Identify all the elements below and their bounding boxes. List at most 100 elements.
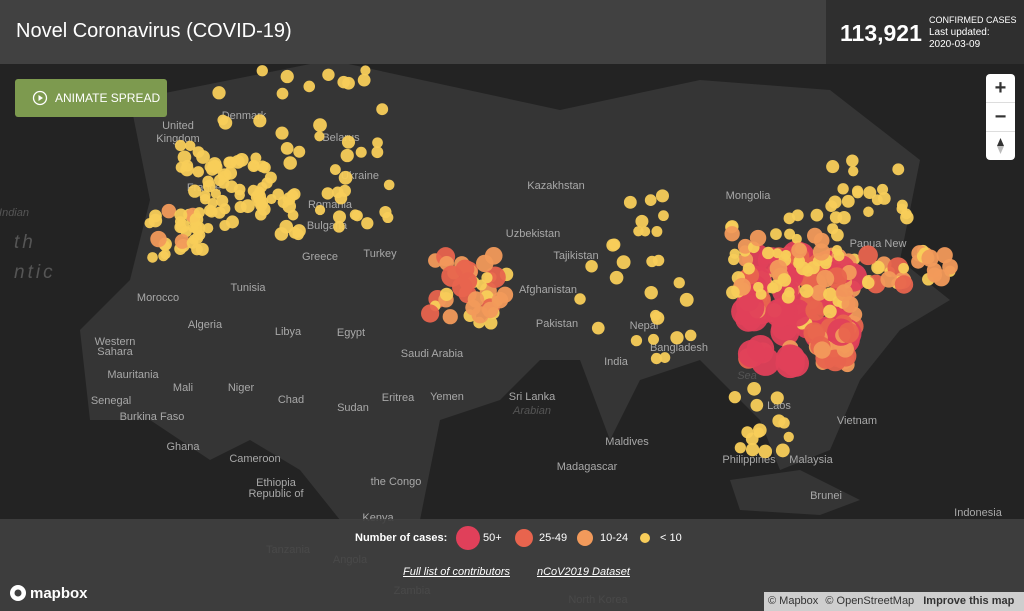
legend-title: Number of cases: bbox=[355, 532, 448, 544]
title: Novel Coronavirus (COVID-19) bbox=[16, 20, 292, 42]
compass[interactable] bbox=[986, 132, 1015, 160]
case-dot bbox=[644, 194, 657, 206]
case-dot bbox=[189, 212, 204, 227]
case-dot bbox=[303, 80, 316, 93]
case-dot bbox=[144, 217, 155, 229]
case-dot bbox=[898, 262, 909, 274]
case-dot bbox=[650, 311, 665, 325]
case-dot bbox=[355, 146, 367, 158]
case-dot bbox=[272, 188, 284, 201]
map-label: Western bbox=[95, 336, 136, 348]
case-dot bbox=[158, 250, 169, 262]
case-dot bbox=[349, 209, 361, 221]
case-dot bbox=[225, 215, 239, 229]
link[interactable]: Full list of contributors bbox=[403, 566, 510, 578]
count-panel: 113,921 CONFIRMED CASES Last updated: 20… bbox=[826, 0, 1024, 64]
case-dot bbox=[758, 444, 773, 459]
case-dot bbox=[880, 271, 898, 288]
case-dot bbox=[877, 192, 891, 205]
case-dot bbox=[892, 163, 905, 176]
map-label: Indonesia bbox=[954, 507, 1003, 519]
case-dot bbox=[852, 187, 864, 199]
map-label: Mongolia bbox=[726, 190, 772, 202]
zoom-in[interactable]: + bbox=[986, 74, 1015, 103]
case-dot bbox=[253, 114, 267, 128]
case-dot bbox=[223, 166, 238, 180]
animate-button[interactable]: ANIMATE SPREAD bbox=[15, 79, 167, 117]
case-dot bbox=[820, 257, 832, 270]
case-dot bbox=[174, 234, 190, 249]
case-dot bbox=[256, 65, 268, 77]
case-dot bbox=[863, 186, 877, 200]
button-label: ANIMATE SPREAD bbox=[55, 91, 161, 105]
case-dot bbox=[206, 163, 219, 176]
case-dot bbox=[212, 86, 226, 100]
case-dot bbox=[213, 174, 226, 186]
case-dot bbox=[313, 118, 327, 132]
case-dot bbox=[421, 304, 440, 323]
case-dot bbox=[274, 227, 289, 241]
legend-dot bbox=[456, 526, 480, 550]
zoom-out[interactable]: − bbox=[986, 103, 1015, 132]
case-dot bbox=[372, 137, 383, 149]
updated: 2020-03-09 bbox=[929, 39, 981, 50]
case-dot bbox=[770, 391, 784, 405]
case-dot bbox=[635, 214, 649, 228]
case-dot bbox=[737, 339, 766, 368]
map-label: India bbox=[604, 356, 629, 368]
case-dot bbox=[223, 156, 236, 169]
case-dot bbox=[361, 217, 374, 230]
case-dot bbox=[288, 226, 301, 239]
logo-text: mapbox bbox=[30, 585, 88, 602]
case-dot bbox=[734, 442, 746, 454]
case-dot bbox=[741, 426, 754, 439]
map-label: Burkina Faso bbox=[120, 411, 185, 423]
case-dot bbox=[256, 160, 269, 173]
case-dot bbox=[823, 287, 837, 302]
case-dot bbox=[332, 210, 347, 224]
case-dot bbox=[196, 150, 210, 164]
case-dot bbox=[652, 254, 665, 267]
improve-link[interactable]: Improve this map bbox=[923, 595, 1015, 607]
case-dot bbox=[184, 140, 196, 152]
case-dot bbox=[775, 443, 790, 458]
case-dot bbox=[745, 442, 760, 457]
case-dot bbox=[765, 298, 795, 328]
case-dot bbox=[264, 171, 277, 184]
case-dot bbox=[811, 284, 828, 301]
map-label: Sri Lanka bbox=[509, 391, 556, 403]
header: Novel Coronavirus (COVID-19) bbox=[0, 0, 826, 64]
case-dot bbox=[609, 270, 624, 285]
attribution-item[interactable]: © OpenStreetMap bbox=[825, 595, 915, 607]
link[interactable]: nCoV2019 Dataset bbox=[537, 566, 630, 578]
legend-label: 25-49 bbox=[539, 532, 568, 544]
map-label: Chad bbox=[278, 394, 304, 406]
attribution-item[interactable]: © Mapbox bbox=[768, 595, 819, 607]
case-dot bbox=[338, 170, 353, 185]
case-dot bbox=[942, 258, 958, 275]
case-dot bbox=[357, 73, 371, 87]
case-dot bbox=[329, 164, 341, 175]
case-dot bbox=[810, 208, 824, 222]
legend-dot bbox=[515, 529, 533, 547]
case-dot bbox=[442, 309, 458, 325]
case-dot bbox=[837, 183, 849, 195]
case-dot bbox=[658, 210, 669, 222]
case-dot bbox=[161, 203, 177, 219]
case-dot bbox=[783, 431, 794, 443]
map-label: Algeria bbox=[188, 319, 223, 331]
case-dot bbox=[799, 284, 814, 298]
legend-swatch bbox=[515, 529, 533, 547]
map-label: Sea bbox=[737, 370, 757, 382]
map-label: Nepal bbox=[630, 320, 659, 332]
case-dot bbox=[791, 209, 804, 222]
case-dot bbox=[812, 243, 831, 261]
case-dot bbox=[247, 184, 260, 197]
case-dot bbox=[813, 341, 831, 359]
map-label: Malaysia bbox=[789, 454, 833, 466]
map-label: Yemen bbox=[430, 391, 464, 403]
case-dot bbox=[331, 186, 344, 199]
case-dot bbox=[202, 222, 214, 234]
case-dot bbox=[467, 291, 485, 308]
case-dot bbox=[191, 243, 203, 256]
